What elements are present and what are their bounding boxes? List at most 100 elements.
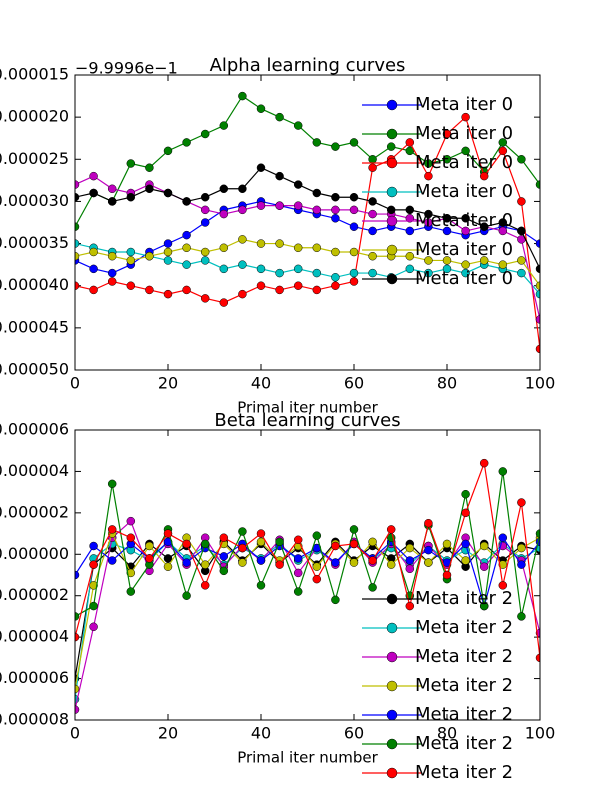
point bbox=[368, 197, 377, 206]
legend-marker bbox=[386, 680, 398, 692]
point bbox=[238, 558, 247, 567]
point bbox=[75, 612, 80, 621]
point bbox=[331, 541, 340, 551]
point bbox=[479, 601, 489, 611]
point bbox=[368, 556, 377, 565]
point bbox=[498, 138, 508, 147]
point bbox=[312, 574, 322, 584]
point bbox=[256, 529, 266, 538]
point bbox=[461, 556, 470, 565]
point bbox=[349, 525, 359, 534]
point bbox=[517, 197, 526, 206]
y-tick-label: −0.000025 bbox=[0, 149, 69, 168]
x-axis-label: Primal iter number bbox=[237, 749, 378, 767]
point bbox=[368, 251, 377, 261]
point bbox=[256, 264, 266, 274]
x-tick-label: 60 bbox=[344, 374, 364, 393]
point bbox=[331, 595, 340, 605]
point bbox=[293, 121, 303, 130]
point bbox=[386, 560, 396, 569]
point bbox=[89, 601, 98, 611]
point bbox=[293, 587, 303, 596]
point bbox=[182, 138, 191, 147]
point bbox=[535, 344, 540, 354]
point bbox=[293, 264, 303, 274]
point bbox=[517, 256, 526, 265]
legend-label: Meta iter 0 bbox=[415, 181, 513, 202]
point bbox=[293, 281, 303, 290]
series-line bbox=[75, 460, 540, 658]
point bbox=[535, 315, 540, 324]
point bbox=[107, 197, 117, 206]
y-tick-label: −0.000015 bbox=[0, 65, 69, 84]
point bbox=[535, 281, 540, 290]
point bbox=[461, 214, 470, 223]
plot-area bbox=[75, 91, 540, 354]
point bbox=[89, 541, 98, 551]
legend-label: Meta iter 2 bbox=[415, 704, 513, 725]
point bbox=[535, 529, 540, 538]
point bbox=[182, 260, 191, 269]
point bbox=[89, 264, 98, 274]
point bbox=[442, 155, 452, 164]
point bbox=[238, 184, 247, 194]
point bbox=[331, 192, 340, 202]
point bbox=[424, 268, 433, 278]
point bbox=[89, 622, 98, 632]
point bbox=[479, 562, 489, 571]
point bbox=[386, 525, 396, 534]
legend-marker bbox=[386, 157, 398, 169]
point bbox=[126, 247, 136, 257]
point bbox=[349, 539, 359, 549]
point bbox=[126, 516, 136, 526]
point bbox=[75, 570, 80, 580]
point bbox=[182, 243, 191, 253]
y-tick-label: −0.000006 bbox=[0, 668, 69, 687]
point bbox=[312, 138, 322, 147]
point bbox=[107, 525, 117, 534]
legend-label: Meta iter 0 bbox=[415, 152, 513, 173]
point bbox=[405, 601, 415, 611]
point bbox=[461, 226, 470, 236]
point bbox=[535, 180, 540, 189]
point bbox=[405, 214, 415, 223]
point bbox=[498, 226, 508, 236]
point bbox=[238, 91, 247, 101]
point bbox=[349, 192, 359, 202]
point bbox=[219, 264, 229, 274]
y-tick-label: −0.000035 bbox=[0, 233, 69, 252]
point bbox=[200, 294, 210, 303]
point bbox=[200, 256, 210, 265]
point bbox=[535, 264, 540, 274]
y-tick-label: −0.000002 bbox=[0, 585, 69, 604]
point bbox=[107, 251, 117, 261]
point bbox=[368, 537, 377, 547]
point bbox=[349, 268, 359, 278]
point bbox=[126, 281, 136, 290]
x-tick-label: 100 bbox=[525, 374, 556, 393]
point bbox=[126, 256, 136, 265]
point bbox=[405, 251, 415, 261]
point bbox=[479, 171, 489, 181]
point bbox=[182, 285, 191, 295]
legend-label: Meta iter 0 bbox=[415, 123, 513, 144]
point bbox=[424, 545, 433, 555]
point bbox=[126, 587, 136, 596]
y-tick-label: −0.000040 bbox=[0, 275, 69, 294]
point bbox=[461, 146, 470, 156]
point bbox=[219, 121, 229, 130]
point bbox=[126, 533, 136, 542]
point bbox=[219, 184, 229, 194]
legend-label: Meta iter 2 bbox=[415, 762, 513, 783]
point bbox=[107, 184, 117, 194]
point bbox=[368, 163, 377, 172]
point bbox=[535, 653, 540, 663]
legend-marker bbox=[386, 99, 398, 111]
point bbox=[498, 260, 508, 269]
y-tick-label: 0.000002 bbox=[0, 502, 69, 521]
point bbox=[368, 155, 377, 164]
point bbox=[498, 467, 508, 476]
point bbox=[200, 192, 210, 202]
legend-label: Meta iter 2 bbox=[415, 733, 513, 754]
point bbox=[293, 554, 303, 563]
